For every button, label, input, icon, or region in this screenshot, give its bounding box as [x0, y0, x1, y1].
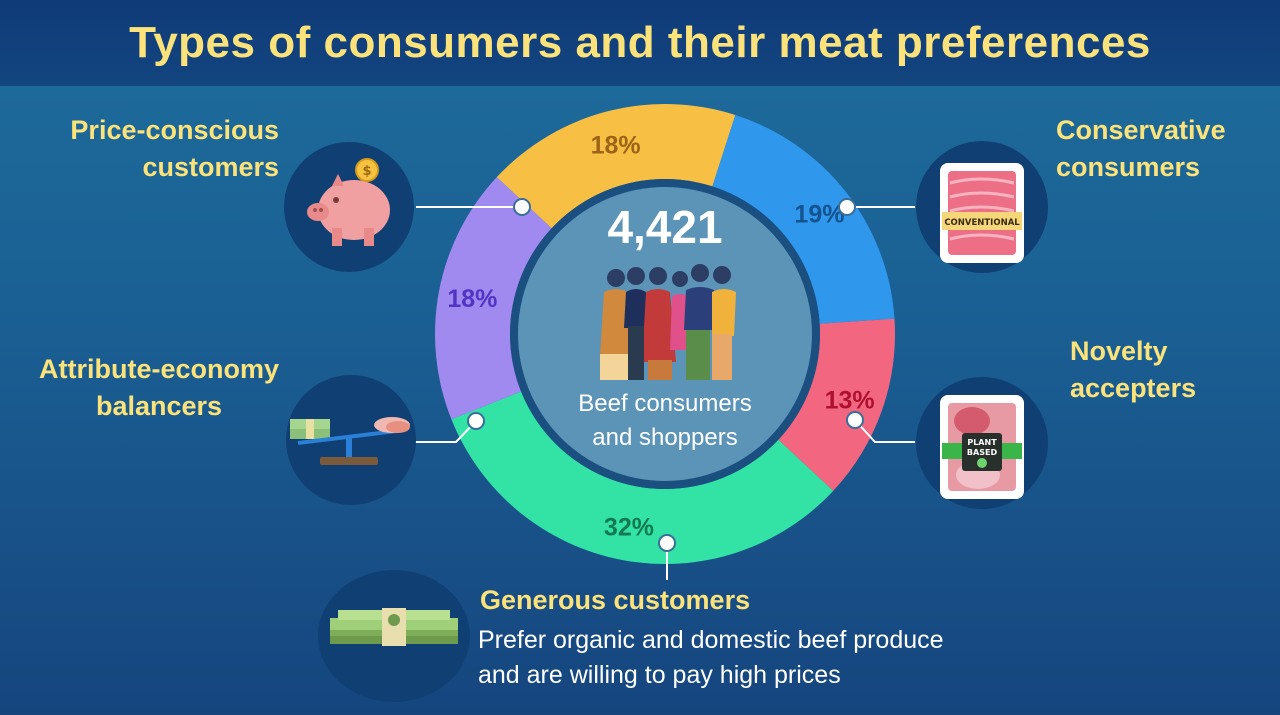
piggy-bank-icon: $	[284, 142, 414, 272]
label-line: Conservative	[1056, 115, 1226, 145]
marker-generous	[658, 534, 676, 552]
svg-text:$: $	[362, 164, 371, 179]
cash-stack-icon	[318, 570, 470, 702]
plant-based-meat-pack-icon: PLANT BASED	[916, 377, 1048, 509]
center-caption-line1: Beef consumers	[578, 390, 752, 417]
percent-label-1: 18%	[591, 131, 641, 159]
donut-slice-5	[435, 177, 552, 420]
connector-attribute-economy	[415, 420, 477, 443]
label-novelty: Novelty accepters	[1070, 333, 1270, 407]
label-conservative: Conservative consumers	[1056, 112, 1280, 186]
connector-novelty	[854, 419, 915, 443]
people-group-icon	[600, 264, 736, 380]
pack-label-line1: PLANT	[967, 438, 997, 447]
label-line: consumers	[1056, 152, 1201, 182]
label-line: Novelty	[1070, 336, 1168, 366]
conventional-meat-pack-icon: CONVENTIONAL	[916, 141, 1048, 273]
label-line: Attribute-economy	[38, 354, 279, 384]
donut-slice-1	[496, 104, 736, 229]
generous-description-line2: and are willing to pay high prices	[478, 661, 841, 689]
label-line: Price-conscious	[70, 115, 279, 145]
label-line: customers	[142, 152, 279, 182]
donut-slice-2	[712, 115, 895, 324]
percent-label-5: 18%	[447, 285, 497, 313]
marker-attribute-economy	[467, 412, 485, 430]
balance-scale-icon	[286, 375, 416, 505]
generous-description-line1: Prefer organic and domestic beef produce	[478, 626, 944, 654]
percent-label-3: 13%	[825, 387, 875, 415]
title-bar	[0, 0, 1280, 86]
page-title: Types of consumers and their meat prefer…	[129, 18, 1151, 67]
label-price-conscious: Price-conscious customers	[20, 112, 279, 186]
donut-slice-3	[778, 318, 895, 491]
label-generous: Generous customers	[480, 585, 751, 615]
label-line: accepters	[1070, 373, 1197, 403]
pack-label-line2: BASED	[967, 448, 998, 457]
marker-price-conscious	[513, 198, 531, 216]
pack-label: CONVENTIONAL	[944, 218, 1020, 228]
percent-label-2: 19%	[794, 200, 844, 228]
marker-conservative	[838, 198, 856, 216]
donut-slice-4	[451, 391, 834, 564]
percent-label-4: 32%	[604, 514, 654, 542]
marker-novelty	[846, 411, 864, 429]
label-line: balancers	[95, 391, 223, 421]
center-caption-line2: and shoppers	[592, 424, 738, 451]
label-attribute-economy: Attribute-economy balancers	[14, 351, 304, 425]
total-count: 4,421	[607, 201, 723, 253]
